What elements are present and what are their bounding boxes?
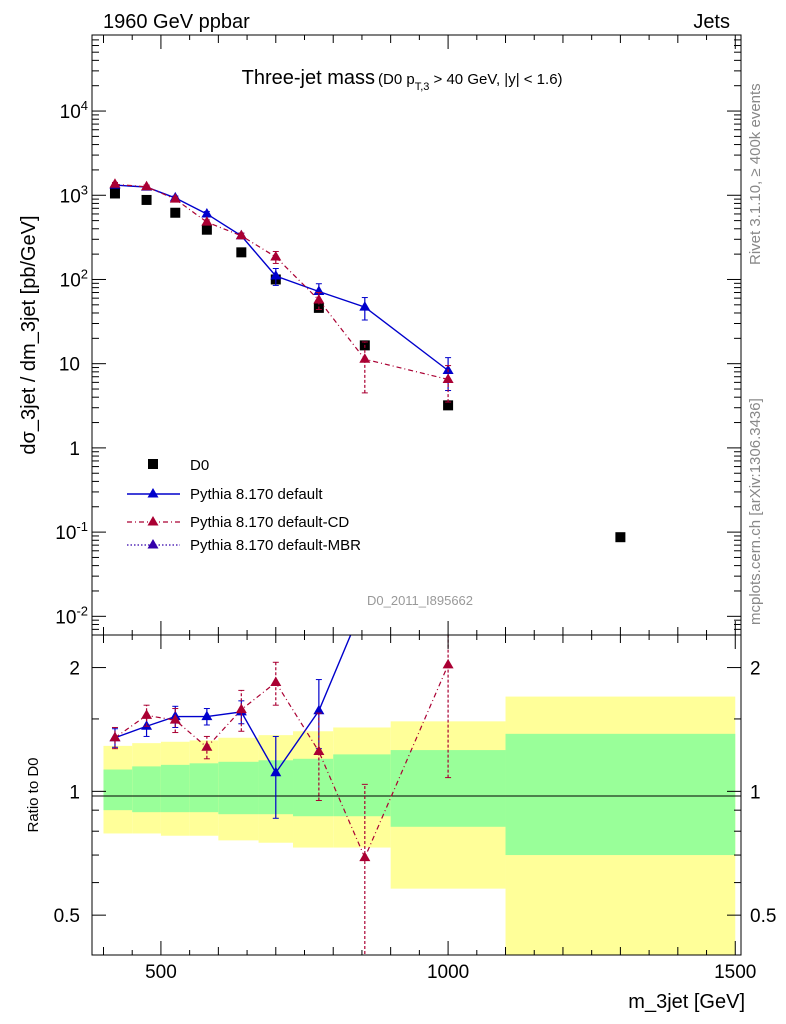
main-plot-panel: 10-2 10-1 1 10 102 103 104 D0_2011_I895662 Thr… xyxy=(18,34,742,636)
x-tick-label: 1000 xyxy=(427,962,469,983)
legend-marker-default xyxy=(147,488,159,498)
cd-ratio-point xyxy=(169,714,181,724)
cd-data-point xyxy=(141,180,153,191)
legend-entry-default: Pythia 8.170 default xyxy=(127,486,323,503)
ratio-green-band xyxy=(160,764,190,813)
default-data-point xyxy=(270,269,282,280)
main-y-tick-label: 103 xyxy=(60,182,88,207)
header-left: 1960 GeV ppbar xyxy=(103,11,250,33)
legend-label-d0: D0 xyxy=(190,457,209,474)
ratio-y-tick-label-left: 0.5 xyxy=(54,906,80,927)
default-ratio-point xyxy=(201,710,213,721)
ratio-y-axis-label: Ratio to D0 xyxy=(25,757,42,832)
ratio-uncertainty-bands xyxy=(103,696,736,955)
cd-ratio-point xyxy=(109,731,121,742)
ratio-green-band xyxy=(132,766,161,813)
legend-marker-mbr xyxy=(147,539,159,549)
main-y-tick-label: 10-1 xyxy=(55,519,88,544)
cd-data-point xyxy=(201,216,213,226)
cd-series-line xyxy=(114,183,449,381)
x-tick-label: 500 xyxy=(145,962,177,983)
default-data-point xyxy=(359,301,371,311)
cd-data-point xyxy=(313,294,325,304)
main-series-layer xyxy=(109,178,626,543)
d0-data-point xyxy=(236,247,247,258)
ratio-plot-frame xyxy=(91,634,742,956)
main-y-tick-label: 10-2 xyxy=(55,603,88,628)
main-y-tick-label: 102 xyxy=(60,266,88,291)
d0-data-point xyxy=(141,194,152,205)
legend-label-default: Pythia 8.170 default xyxy=(190,486,323,503)
legend: D0 Pythia 8.170 default Pythia 8.170 def… xyxy=(127,457,361,554)
cd-ratio-point xyxy=(442,658,454,669)
cd-ratio-point xyxy=(359,851,371,862)
main-y-tick-label: 10 xyxy=(59,355,80,376)
cd-data-point xyxy=(442,373,454,383)
d0-data-point xyxy=(170,207,181,218)
d0-data-point xyxy=(201,224,212,235)
ratio-series-layer xyxy=(109,635,454,955)
legend-entry-mbr: Pythia 8.170 default-MBR xyxy=(127,537,361,554)
ratio-plot-panel: 0.5 0.5 1 1 2 2 500 1000 1500 Ratio to D0 m_3jet… xyxy=(25,634,776,1013)
legend-label-mbr: Pythia 8.170 default-MBR xyxy=(190,537,361,554)
plot-title: Three-jet mass xyxy=(242,67,375,89)
ratio-y-tick-label-right: 1 xyxy=(750,782,761,803)
default-ratio-point xyxy=(270,766,282,777)
cd-data-point xyxy=(359,353,371,363)
main-axis-ticks: 10-2 10-1 1 10 102 103 104 xyxy=(55,34,741,635)
cd-data-point xyxy=(169,193,181,203)
legend-entry-d0: D0 xyxy=(148,457,209,474)
subtitle-suffix: > 40 GeV, |y| < 1.6) xyxy=(429,71,562,88)
default-series-line xyxy=(114,184,449,372)
ratio-green-band xyxy=(103,769,133,811)
ratio-green-band xyxy=(189,763,219,813)
cd-ratio-point xyxy=(313,745,325,756)
cd-ratio-point xyxy=(201,741,213,751)
mcplots-label: mcplots.cern.ch [arXiv:1306.3436] xyxy=(747,398,764,625)
ratio-green-band xyxy=(218,761,259,815)
cd-data-point xyxy=(109,178,121,188)
legend-marker-cd xyxy=(147,516,159,526)
header-right: Jets xyxy=(693,11,730,33)
analysis-watermark: D0_2011_I895662 xyxy=(367,593,473,608)
ratio-green-band xyxy=(390,750,506,827)
ratio-y-tick-label-left: 2 xyxy=(69,659,80,680)
ratio-y-tick-label-right: 0.5 xyxy=(750,906,776,927)
cd-ratio-point xyxy=(141,709,153,719)
ratio-y-tick-label-left: 1 xyxy=(69,782,80,803)
subtitle-subscript: T,3 xyxy=(415,81,430,93)
main-y-tick-label: 1 xyxy=(69,439,80,460)
legend-entry-cd: Pythia 8.170 default-CD xyxy=(127,514,349,531)
x-axis-label: m_3jet [GeV] xyxy=(628,991,745,1013)
d0-data-point xyxy=(615,532,626,543)
cd-ratio-point xyxy=(270,676,282,686)
ratio-green-band xyxy=(293,758,334,817)
plot-subtitle: (D0 pT,3 > 40 GeV, |y| < 1.6) xyxy=(378,71,563,93)
cd-data-point xyxy=(270,250,282,261)
default-ratio-line xyxy=(114,635,352,775)
ratio-axis-ticks: 0.5 0.5 1 1 2 2 500 1000 1500 xyxy=(54,635,776,983)
rivet-version-label: Rivet 3.1.10, ≥ 400k events xyxy=(747,83,764,265)
default-data-point xyxy=(201,207,213,218)
ratio-green-band xyxy=(505,733,736,856)
d0-data-point xyxy=(443,400,454,411)
ratio-y-tick-label-right: 2 xyxy=(750,659,761,680)
ratio-green-band xyxy=(333,754,391,817)
x-tick-label: 1500 xyxy=(714,962,756,983)
cd-ratio-point xyxy=(235,703,247,714)
subtitle-prefix: (D0 p xyxy=(378,71,415,88)
legend-label-cd: Pythia 8.170 default-CD xyxy=(190,514,349,531)
legend-marker-d0 xyxy=(148,459,158,469)
default-ratio-point xyxy=(313,704,325,715)
d0-data-point xyxy=(109,188,120,199)
main-y-axis-label: dσ_3jet / dm_3jet [pb/GeV] xyxy=(18,215,40,454)
main-y-tick-label: 104 xyxy=(60,98,88,123)
cd-data-point xyxy=(235,229,247,240)
